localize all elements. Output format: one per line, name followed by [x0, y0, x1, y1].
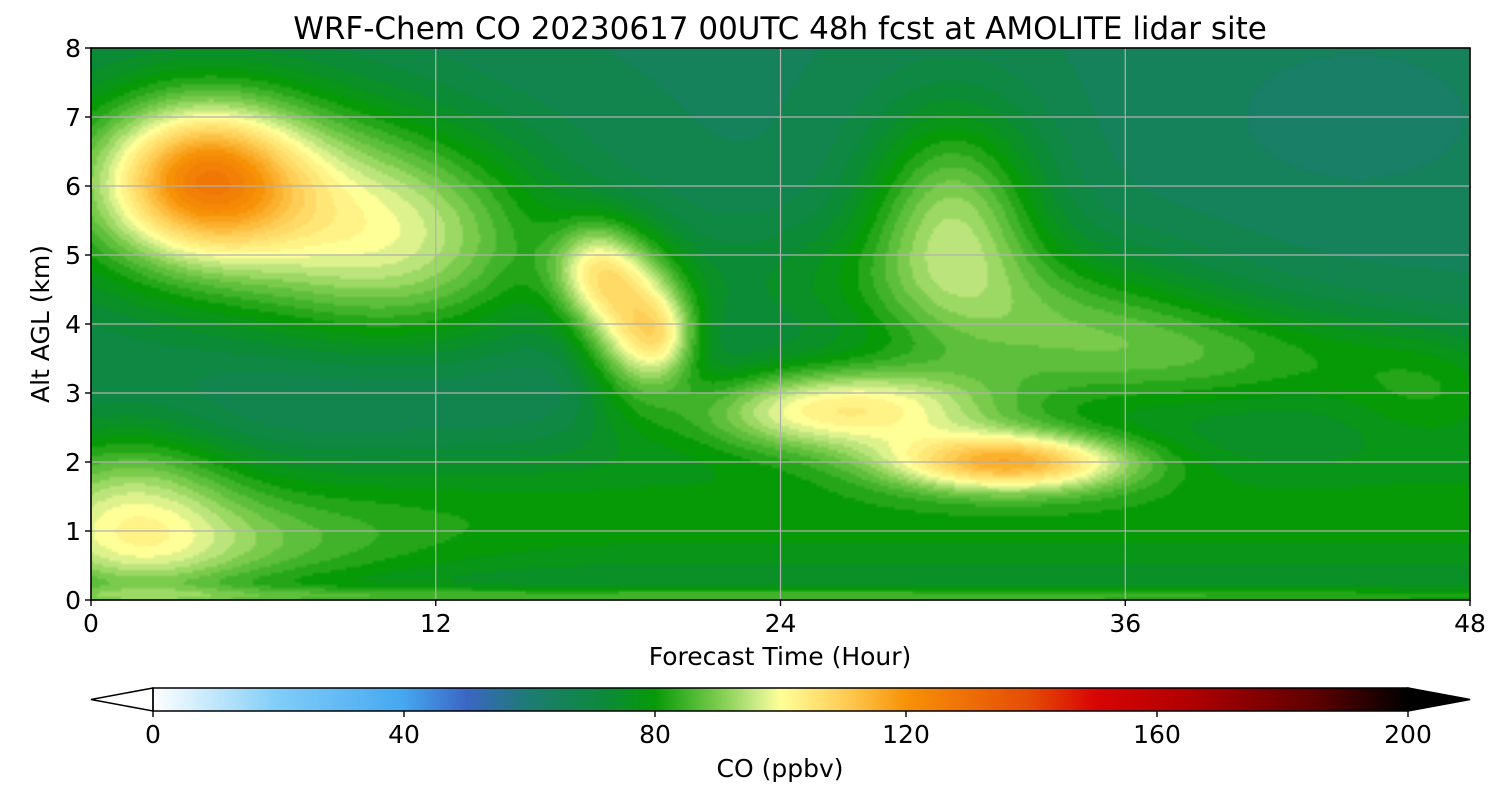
y-tick-label-5: 5	[65, 241, 81, 270]
y-tick-label-6: 6	[65, 172, 81, 201]
colorbar-tick-label-1: 40	[388, 720, 420, 749]
x-tick-label-1: 12	[420, 609, 452, 638]
y-tick-label-4: 4	[65, 310, 81, 339]
x-tick-label-0: 0	[83, 609, 99, 638]
colorbar-tick-label-2: 80	[639, 720, 671, 749]
y-tick-label-0: 0	[65, 586, 81, 615]
colorbar-tick-label-3: 120	[882, 720, 930, 749]
y-axis-label: Alt AGL (km)	[26, 245, 55, 403]
colorbar-tick-label-5: 200	[1384, 720, 1432, 749]
colorbar-tick-label-4: 160	[1133, 720, 1181, 749]
colorbar-frame	[152, 687, 1409, 712]
y-tick-label-1: 1	[65, 517, 81, 546]
colorbar-body	[153, 688, 1408, 711]
colorbar: 0 40 80 120 160 200 CO (ppbv)	[90, 687, 1471, 783]
colorbar-tick-label-0: 0	[145, 720, 161, 749]
x-axis-label: Forecast Time (Hour)	[649, 642, 912, 671]
colorbar-label: CO (ppbv)	[717, 754, 844, 783]
x-axis-ticks: 0 12 24 36 48	[83, 600, 1486, 638]
y-axis-ticks: 0 1 2 3 4 5 6 7 8	[65, 34, 91, 615]
x-tick-label-2: 24	[765, 609, 797, 638]
y-tick-label-3: 3	[65, 379, 81, 408]
chart-title: WRF-Chem CO 20230617 00UTC 48h fcst at A…	[293, 11, 1267, 47]
colorbar-min-extension	[90, 687, 154, 712]
y-tick-label-7: 7	[65, 103, 81, 132]
y-tick-label-2: 2	[65, 448, 81, 477]
x-tick-label-4: 48	[1454, 609, 1486, 638]
y-tick-label-8: 8	[65, 34, 81, 63]
x-tick-label-3: 36	[1109, 609, 1141, 638]
colorbar-ticks: 0 40 80 120 160 200	[145, 711, 1432, 749]
colorbar-max-extension	[1407, 687, 1471, 712]
